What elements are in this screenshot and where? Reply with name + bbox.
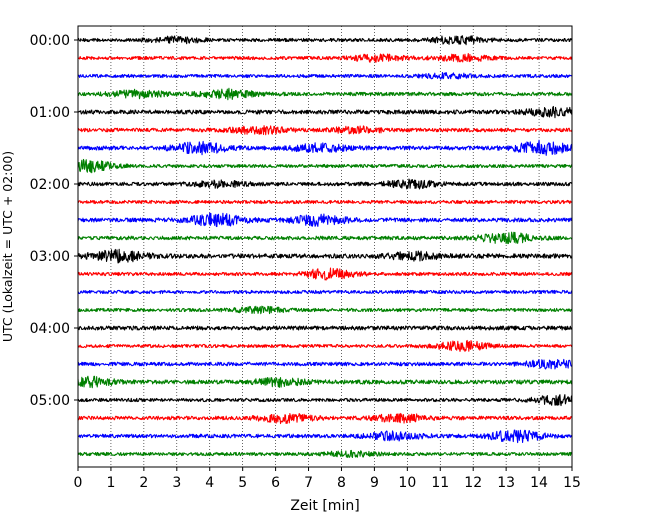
y-tick-label: 01:00 [30,105,70,121]
trace-0215 [77,199,573,205]
trace-0045 [77,87,573,101]
x-tick-label: 1 [106,475,115,491]
trace-0430 [77,358,573,370]
x-tick-label: 8 [337,475,346,491]
trace-0015 [77,53,573,63]
trace-0445 [77,375,573,389]
y-axis-ticks: 00:00 01:00 02:00 03:00 04:00 05:00 [30,33,78,409]
x-axis-label: Zeit [min] [290,498,359,514]
trace-0315 [77,267,573,281]
trace-0530 [77,429,573,444]
trace-0230 [77,212,573,228]
y-axis-label: UTC (Lokalzeit = UTC + 02:00) [0,151,15,342]
x-tick-label: 10 [398,475,416,491]
trace-0400 [77,325,573,331]
y-tick-label: 05:00 [30,393,70,409]
x-tick-label: 0 [74,475,83,491]
trace-0100 [77,105,573,119]
trace-0130 [77,139,573,156]
x-tick-label: 12 [464,475,482,491]
y-tick-label: 04:00 [30,321,70,337]
trace-0330 [77,289,573,295]
x-tick-label: 14 [530,475,548,491]
x-tick-label: 9 [370,475,379,491]
trace-0145 [77,158,573,174]
trace-0000 [77,35,573,46]
trace-0245 [77,231,573,245]
trace-0345 [77,305,573,315]
y-tick-label: 02:00 [30,177,70,193]
x-tick-label: 4 [205,475,214,491]
x-tick-label: 2 [139,475,148,491]
trace-0415 [77,339,573,352]
trace-0545 [77,449,573,458]
trace-0030 [77,72,573,80]
axes-frame [77,25,573,468]
x-axis-ticks: 0 1 2 3 4 5 6 7 8 9 10 11 12 13 14 15 [74,467,581,491]
trace-0300 [77,248,573,264]
x-tick-label: 15 [563,475,581,491]
trace-0200 [77,178,573,190]
seismogram-traces [77,35,573,458]
trace-0515 [77,412,573,425]
x-tick-label: 6 [271,475,280,491]
x-tick-label: 7 [304,475,313,491]
x-tick-label: 5 [238,475,247,491]
trace-0115 [77,125,573,136]
x-tick-label: 11 [431,475,449,491]
y-tick-label: 03:00 [30,249,70,265]
trace-0500 [77,394,573,407]
y-tick-label: 00:00 [30,33,70,49]
x-tick-label: 13 [497,475,515,491]
x-tick-label: 3 [172,475,181,491]
